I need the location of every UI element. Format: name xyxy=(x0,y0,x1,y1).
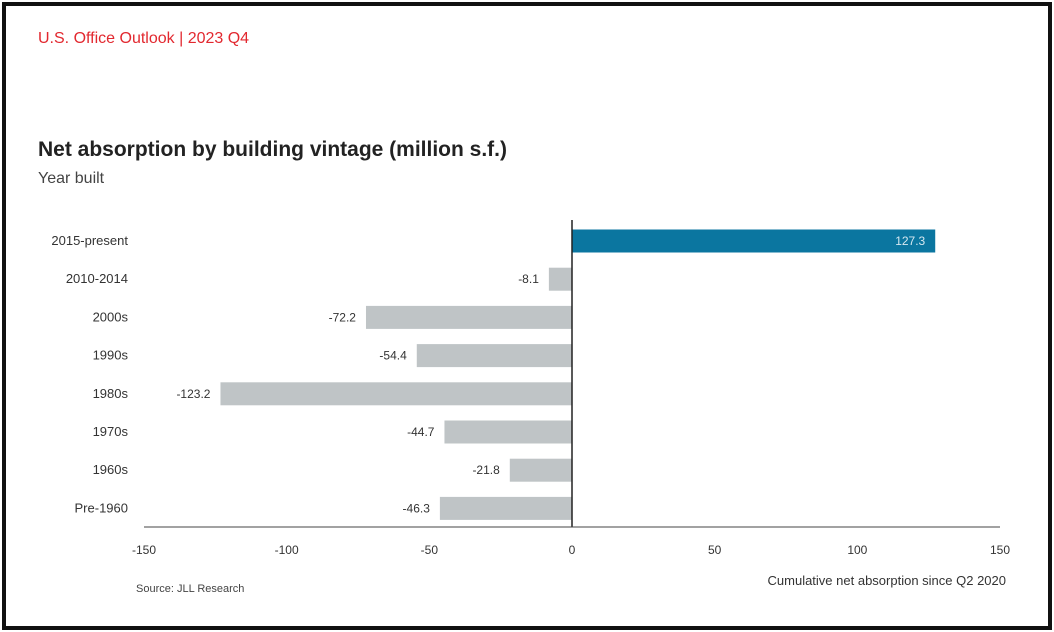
category-label: Pre-1960 xyxy=(75,500,128,515)
bar xyxy=(220,382,572,406)
value-label: -8.1 xyxy=(518,272,539,286)
bar xyxy=(444,420,572,444)
value-label: -21.8 xyxy=(472,463,500,477)
value-label: -44.7 xyxy=(407,425,435,439)
value-label: -72.2 xyxy=(329,310,357,324)
category-label: 2015-present xyxy=(51,233,128,248)
source-note: Source: JLL Research xyxy=(136,583,245,595)
category-label: 2010-2014 xyxy=(66,271,128,286)
value-label: 127.3 xyxy=(895,234,925,248)
category-label: 1960s xyxy=(93,462,129,477)
x-tick-label: 150 xyxy=(990,543,1010,557)
bar xyxy=(572,229,936,253)
category-label: 1980s xyxy=(93,386,129,401)
x-axis-label: Cumulative net absorption since Q2 2020 xyxy=(767,573,1006,588)
bar xyxy=(509,458,572,482)
y-axis-label: Year built xyxy=(38,170,105,187)
category-label: 1970s xyxy=(93,424,129,439)
bar xyxy=(439,496,572,520)
x-tick-label: 0 xyxy=(569,543,576,557)
x-tick-label: -150 xyxy=(132,543,156,557)
x-tick-label: 50 xyxy=(708,543,722,557)
value-label: -46.3 xyxy=(403,501,431,515)
value-label: -123.2 xyxy=(176,387,210,401)
bar xyxy=(365,305,572,329)
x-tick-label: -100 xyxy=(275,543,299,557)
bar xyxy=(416,344,572,368)
value-label: -54.4 xyxy=(379,349,407,363)
bar xyxy=(548,267,572,291)
chart-title: Net absorption by building vintage (mill… xyxy=(38,138,508,161)
x-tick-label: 100 xyxy=(847,543,867,557)
x-tick-label: -50 xyxy=(421,543,439,557)
category-label: 2000s xyxy=(93,309,129,324)
report-header: U.S. Office Outlook | 2023 Q4 xyxy=(38,30,250,47)
category-label: 1990s xyxy=(93,348,129,363)
